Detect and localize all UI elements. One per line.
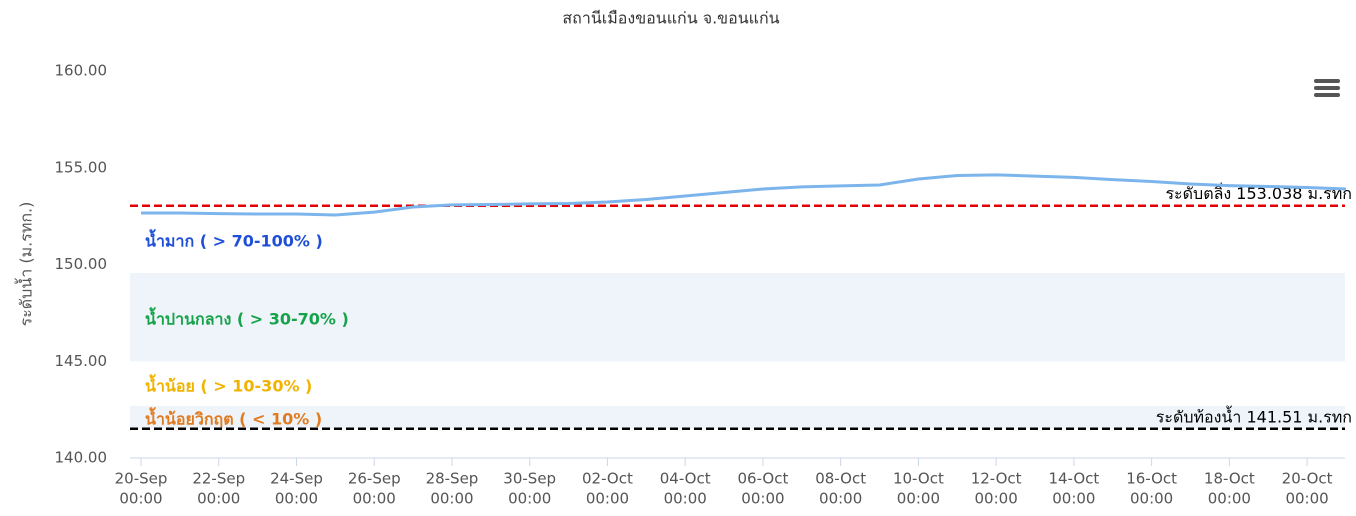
x-tick-label: 28-Sep (426, 470, 479, 488)
y-axis-title: ระดับน้ำ (ม.รทก.) (15, 202, 36, 327)
x-tick-label: 00:00 (430, 490, 473, 508)
x-tick-label: 16-Oct (1126, 470, 1177, 488)
plot-band (130, 273, 1345, 362)
x-tick-label: 04-Oct (660, 470, 711, 488)
menu-button[interactable] (1314, 79, 1340, 97)
x-tick-label: 00:00 (119, 490, 162, 508)
x-tick-label: 18-Oct (1204, 470, 1255, 488)
x-tick-label: 00:00 (353, 490, 396, 508)
x-tick-label: 08-Oct (815, 470, 866, 488)
x-tick-label: 30-Sep (503, 470, 556, 488)
chart-title: สถานีเมืองขอนแก่น จ.ขอนแก่น (562, 9, 779, 28)
x-tick-label: 14-Oct (1048, 470, 1099, 488)
x-tick-label: 02-Oct (582, 470, 633, 488)
x-tick-label: 26-Sep (348, 470, 401, 488)
x-tick-label: 00:00 (1130, 490, 1173, 508)
zone-label: น้ำมาก ( > 70-100% ) (145, 229, 323, 251)
y-tick-label: 145.00 (55, 352, 108, 370)
data-line (141, 173, 1347, 217)
x-tick-label: 00:00 (197, 490, 240, 508)
zone-label: น้ำน้อยวิกฤต ( < 10% ) (145, 407, 322, 429)
x-tick-label: 00:00 (741, 490, 784, 508)
menu-bar (1314, 79, 1340, 83)
x-tick-label: 20-Oct (1282, 470, 1333, 488)
x-tick-label: 00:00 (508, 490, 551, 508)
x-tick-label: 00:00 (664, 490, 707, 508)
x-tick-label: 00:00 (975, 490, 1018, 508)
y-tick-label: 160.00 (55, 62, 108, 80)
x-tick-label: 22-Sep (192, 470, 245, 488)
y-tick-label: 155.00 (55, 158, 108, 176)
x-tick-label: 06-Oct (737, 470, 788, 488)
x-tick-label: 00:00 (586, 490, 629, 508)
y-tick-label: 140.00 (55, 449, 108, 467)
x-tick-label: 00:00 (1052, 490, 1095, 508)
x-tick-label: 00:00 (897, 490, 940, 508)
x-tick-label: 10-Oct (893, 470, 944, 488)
x-tick-label: 20-Sep (115, 470, 168, 488)
x-tick-label: 00:00 (1285, 490, 1328, 508)
x-tick-label: 00:00 (275, 490, 318, 508)
zone-label: น้ำน้อย ( > 10-30% ) (145, 374, 312, 396)
zone-label: น้ำปานกลาง ( > 30-70% ) (145, 307, 349, 329)
x-tick-label: 24-Sep (270, 470, 323, 488)
y-tick-label: 150.00 (55, 255, 108, 273)
menu-bar (1314, 86, 1340, 90)
menu-bar (1314, 93, 1340, 97)
x-tick-label: 00:00 (819, 490, 862, 508)
plot-band (130, 405, 1345, 429)
x-tick-label: 12-Oct (971, 470, 1022, 488)
plot-line-label: ระดับท้องน้ำ 141.51 ม.รทก (1156, 405, 1352, 426)
x-tick-label: 00:00 (1208, 490, 1251, 508)
